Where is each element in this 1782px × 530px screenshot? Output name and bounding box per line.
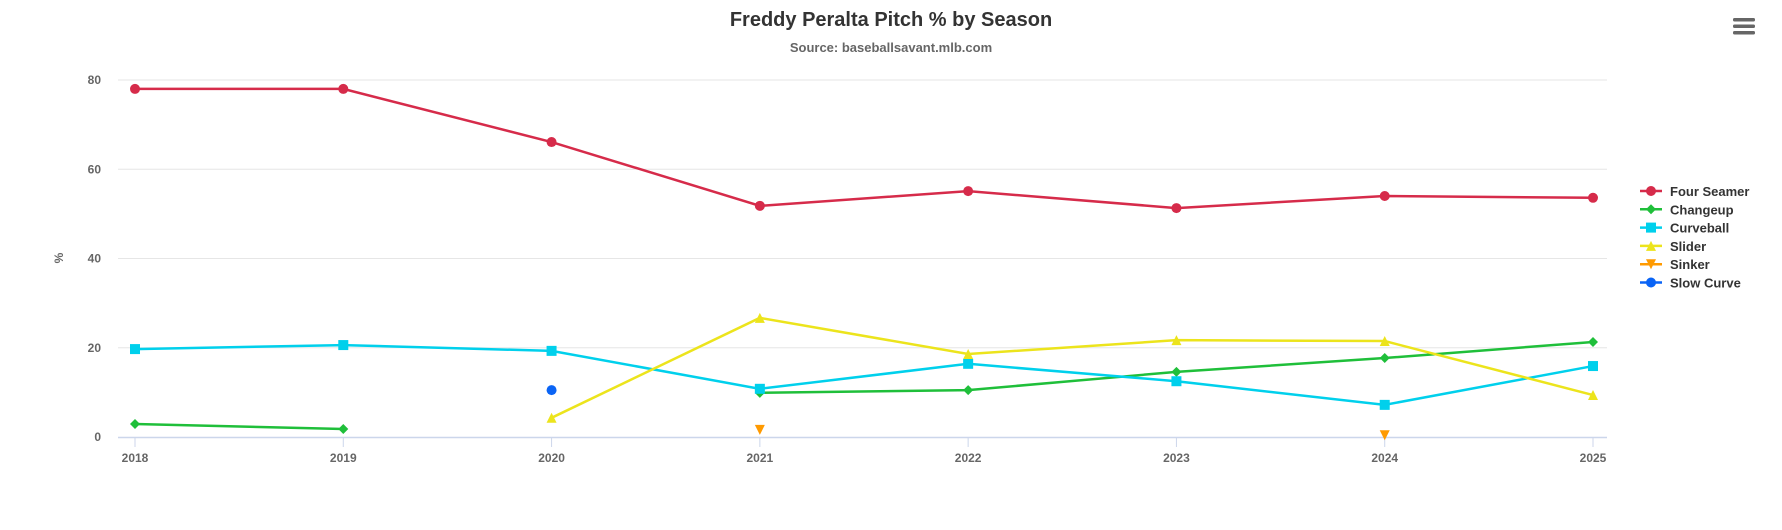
legend-item[interactable]: Sinker (1640, 257, 1710, 272)
x-tick-label: 2025 (1580, 451, 1607, 465)
data-point[interactable] (338, 83, 349, 94)
data-point[interactable] (546, 137, 557, 148)
legend-marker[interactable] (1646, 240, 1656, 251)
legend-marker[interactable] (1646, 277, 1656, 288)
y-tick-label: 0 (94, 430, 101, 444)
data-point[interactable] (963, 385, 974, 396)
series-line (134, 343, 1594, 407)
data-point[interactable] (1588, 390, 1598, 401)
x-tick-label: 2020 (538, 451, 565, 465)
data-point[interactable] (1379, 430, 1390, 441)
chart-subtitle: Source: baseballsavant.mlb.com (790, 40, 992, 55)
legend-marker[interactable] (1646, 259, 1656, 270)
data-point[interactable] (1379, 336, 1390, 347)
legend-label: Curveball (1670, 221, 1729, 236)
legend-label: Slider (1670, 239, 1706, 254)
data-point[interactable] (546, 385, 557, 396)
legend-item[interactable]: Four Seamer (1640, 184, 1749, 199)
legend-marker[interactable] (1646, 186, 1656, 196)
data-point[interactable] (130, 419, 140, 430)
legend-marker[interactable] (1646, 204, 1656, 215)
legend-label: Changeup (1670, 202, 1734, 217)
data-point[interactable] (1588, 361, 1598, 372)
x-tick-label: 2021 (747, 451, 774, 465)
legend-label: Four Seamer (1670, 184, 1749, 199)
x-tick-label: 2018 (122, 451, 149, 465)
series-line (134, 422, 344, 431)
series-curveball (130, 340, 1598, 410)
data-point[interactable] (1379, 353, 1390, 364)
data-point[interactable] (338, 340, 349, 351)
data-point[interactable] (963, 348, 974, 359)
y-axis-label: % (52, 252, 66, 263)
data-point[interactable] (546, 412, 557, 423)
series-changeup (130, 336, 1598, 434)
series-slow-curve (546, 385, 557, 396)
legend-label: Slow Curve (1670, 276, 1741, 291)
legend-item[interactable]: Slider (1640, 239, 1706, 254)
y-tick-label: 40 (88, 252, 102, 266)
x-tick-label: 2022 (955, 451, 982, 465)
data-point[interactable] (1588, 192, 1598, 203)
data-point[interactable] (1171, 376, 1182, 387)
chart-title: Freddy Peralta Pitch % by Season (730, 9, 1052, 31)
data-point[interactable] (1379, 399, 1390, 410)
data-point[interactable] (1379, 191, 1390, 202)
data-point[interactable] (1171, 366, 1182, 377)
data-point[interactable] (1171, 335, 1182, 346)
y-tick-label: 20 (88, 341, 102, 355)
y-tick-label: 60 (88, 162, 102, 176)
series-four-seamer (130, 83, 1598, 214)
legend-marker[interactable] (1646, 222, 1656, 233)
legend-item[interactable]: Slow Curve (1640, 276, 1741, 291)
data-point[interactable] (754, 200, 765, 211)
data-point[interactable] (963, 186, 974, 197)
series-sinker (754, 424, 1390, 441)
data-point[interactable] (130, 344, 140, 355)
x-tick-label: 2019 (330, 451, 357, 465)
series-slider (546, 312, 1598, 423)
x-tick-label: 2023 (1163, 451, 1190, 465)
data-point[interactable] (130, 83, 140, 94)
data-point[interactable] (338, 423, 349, 434)
data-point[interactable] (754, 383, 765, 394)
legend-item[interactable]: Curveball (1640, 221, 1729, 236)
legend-item[interactable]: Changeup (1640, 202, 1734, 217)
data-point[interactable] (754, 312, 765, 323)
data-point[interactable] (963, 358, 974, 369)
legend-label: Sinker (1670, 257, 1710, 272)
x-tick-label: 2024 (1371, 451, 1398, 465)
series-line (551, 316, 1594, 419)
y-tick-label: 80 (88, 73, 102, 87)
series-line (135, 87, 1594, 210)
data-point[interactable] (754, 424, 765, 435)
data-point[interactable] (1588, 336, 1598, 347)
menu-button[interactable] (1733, 16, 1757, 36)
data-point[interactable] (1171, 203, 1182, 214)
data-point[interactable] (546, 345, 557, 356)
